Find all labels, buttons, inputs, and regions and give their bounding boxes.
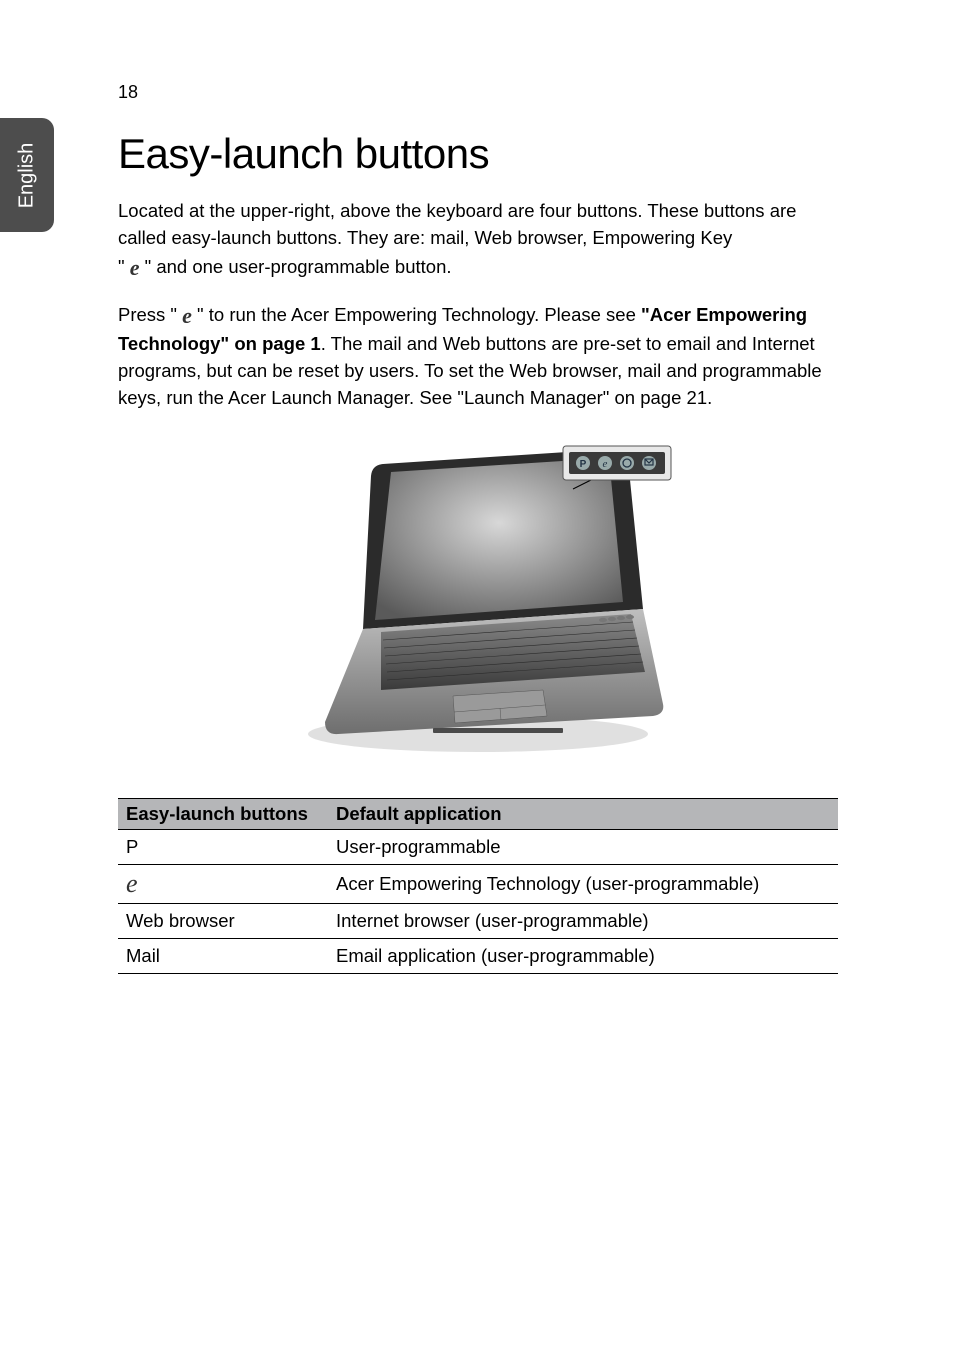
empowering-key-icon: e: [182, 300, 192, 332]
intro-text-a: Located at the upper-right, above the ke…: [118, 200, 796, 248]
table-cell-app: Acer Empowering Technology (user-program…: [328, 864, 838, 903]
table-row: e Acer Empowering Technology (user-progr…: [118, 864, 838, 903]
table-cell-button: e: [118, 864, 328, 903]
laptop-illustration: P e: [263, 434, 693, 754]
page-title: Easy-launch buttons: [118, 130, 838, 178]
table-header-application: Default application: [328, 798, 838, 829]
easy-launch-table: Easy-launch buttons Default application …: [118, 798, 838, 974]
quote-close: ": [139, 256, 151, 277]
table-cell-button: Web browser: [118, 903, 328, 938]
table-header-row: Easy-launch buttons Default application: [118, 798, 838, 829]
table-cell-app: Email application (user-programmable): [328, 938, 838, 973]
intro-text-b: and one user-programmable button.: [151, 256, 451, 277]
instr-text-a: Press ": [118, 304, 182, 325]
table-row: Web browser Internet browser (user-progr…: [118, 903, 838, 938]
page-content: Easy-launch buttons Located at the upper…: [118, 130, 838, 974]
table-cell-button: Mail: [118, 938, 328, 973]
table-cell-app: User-programmable: [328, 829, 838, 864]
table-header-buttons: Easy-launch buttons: [118, 798, 328, 829]
table-row: P User-programmable: [118, 829, 838, 864]
table-cell-button: P: [118, 829, 328, 864]
svg-text:P: P: [580, 459, 587, 470]
laptop-figure: P e: [118, 434, 838, 754]
language-tab: English: [0, 118, 54, 232]
quote-open: ": [118, 256, 130, 277]
xref-launch-manager: "Launch Manager" on page 21.: [457, 387, 712, 408]
table-cell-app: Internet browser (user-programmable): [328, 903, 838, 938]
language-tab-text: English: [16, 142, 39, 208]
page-number: 18: [118, 82, 138, 103]
empowering-key-icon: e: [126, 869, 138, 898]
instructions-paragraph: Press " e " to run the Acer Empowering T…: [118, 300, 838, 412]
intro-paragraph: Located at the upper-right, above the ke…: [118, 198, 838, 284]
svg-text:e: e: [603, 458, 608, 470]
instr-text-b: " to run the Acer Empowering Technology.…: [192, 304, 641, 325]
table-row: Mail Email application (user-programmabl…: [118, 938, 838, 973]
